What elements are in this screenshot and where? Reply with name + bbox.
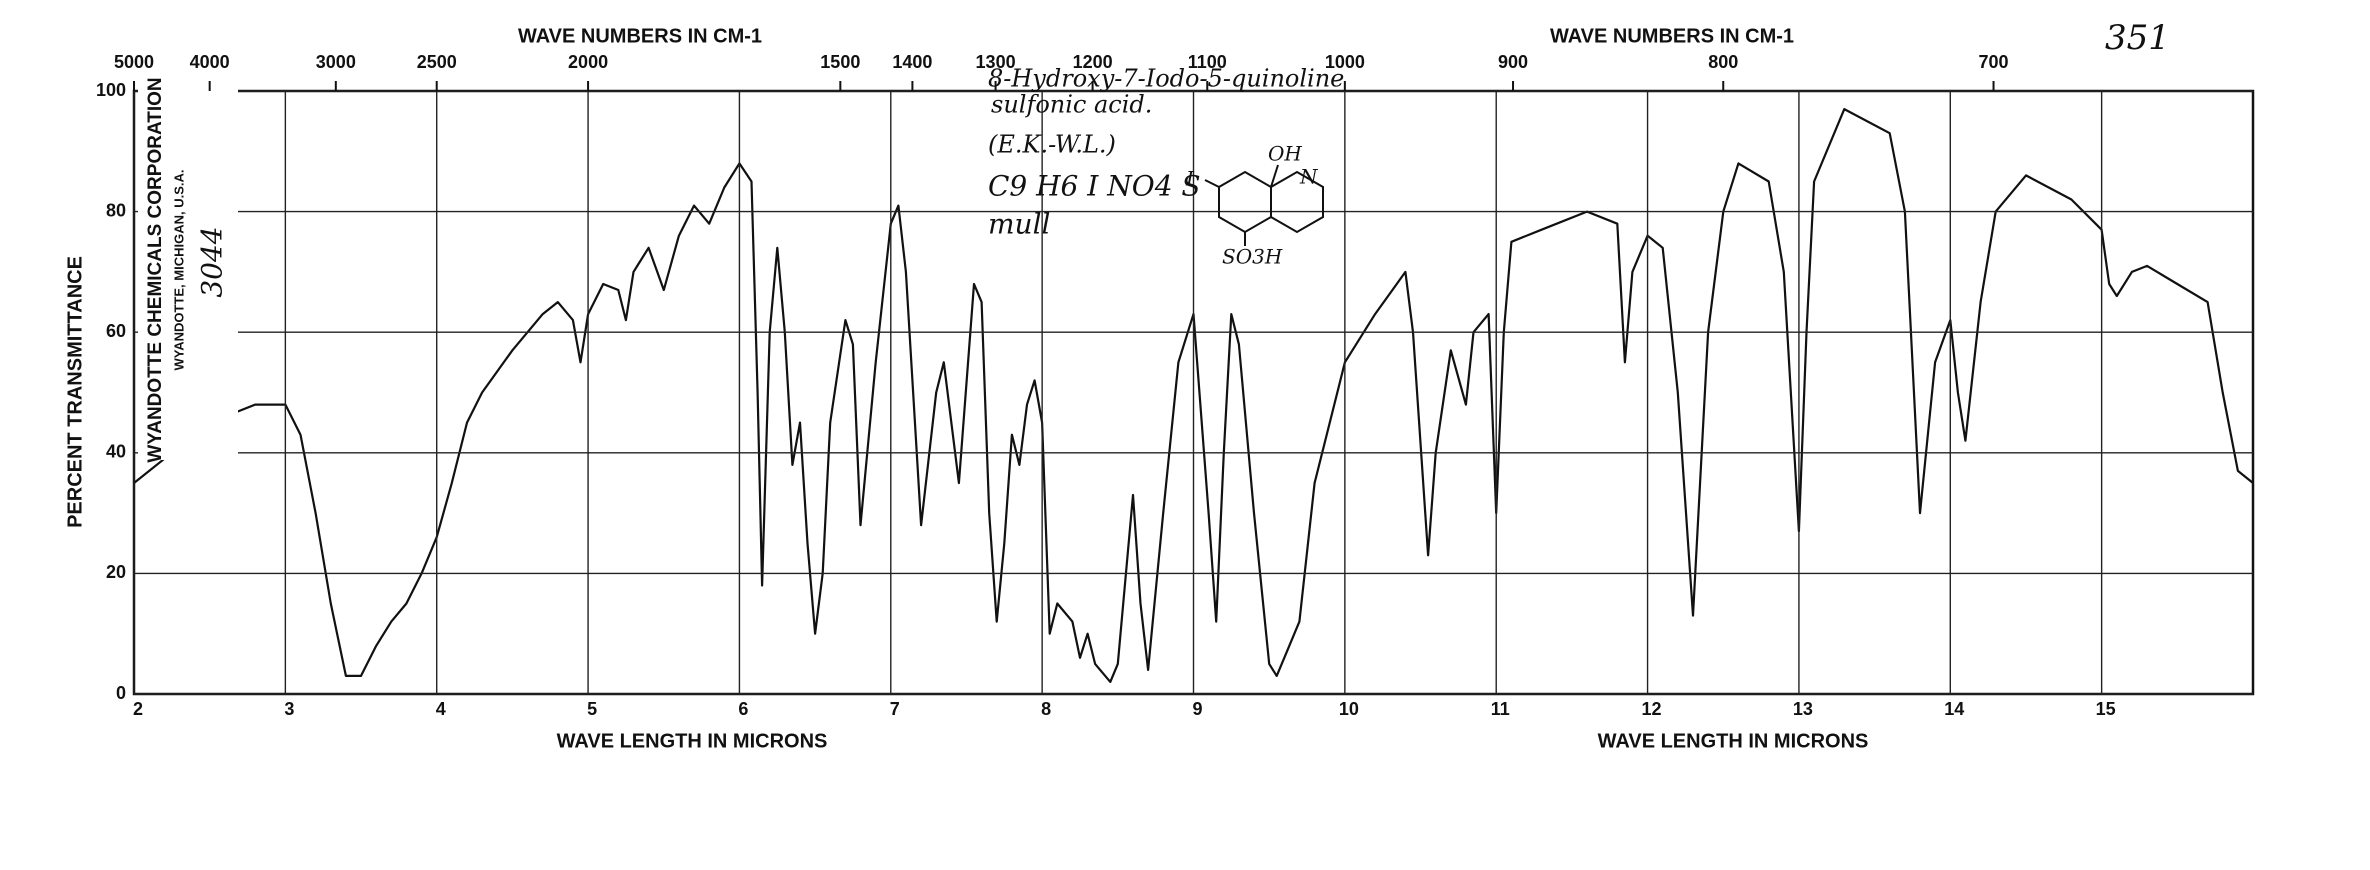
annotation-line: sulfonic acid. — [991, 91, 1152, 119]
x2-tick-label: 1500 — [820, 52, 860, 72]
x-tick-label: 12 — [1642, 699, 1662, 719]
company-address: WYANDOTTE, MICHIGAN, U.S.A. — [171, 169, 186, 370]
x2-tick-label: 2500 — [417, 52, 457, 72]
page-number: 351 — [2105, 18, 2170, 58]
company: WYANDOTTE CHEMICALS CORPORATION — [145, 77, 166, 462]
x-tick-label: 3 — [284, 699, 294, 719]
y-tick-label: 60 — [106, 321, 126, 341]
x-tick-label: 7 — [890, 699, 900, 719]
x-tick-label: 11 — [1491, 699, 1510, 719]
annotation-box — [980, 68, 1320, 268]
x-tick-label: 5 — [587, 699, 597, 719]
spectrum-line — [133, 108, 2254, 683]
x2-tick-label: 2000 — [568, 52, 608, 72]
x-axis-label: WAVE LENGTH IN MICRONS — [1598, 730, 1869, 752]
x-tick-label: 9 — [1192, 699, 1202, 719]
x-tick-label: 13 — [1793, 699, 1813, 719]
x2-tick-label: 4000 — [190, 52, 230, 72]
annotation-line: C9 H6 I NO4 S — [988, 170, 1201, 203]
x-tick-label: 4 — [436, 699, 446, 719]
x2-tick-label: 800 — [1708, 52, 1738, 72]
annotation-line: 8-Hydroxy-7-Iodo-5-quinoline — [988, 65, 1344, 93]
x2-tick-label: 5000 — [114, 52, 154, 72]
x2-axis-label: WAVE NUMBERS IN CM-1 — [518, 25, 762, 47]
y-tick-label: 0 — [116, 683, 126, 703]
structure-label: OH — [1268, 142, 1302, 166]
bond — [1204, 179, 1220, 188]
annotation-line: (E.K.-W.L.) — [988, 131, 1116, 159]
x-tick-label: 2 — [133, 699, 143, 719]
bond — [1270, 164, 1279, 188]
structure-label: SO3H — [1222, 245, 1283, 269]
x2-tick-label: 1300 — [976, 52, 1016, 72]
company-stamp: WYANDOTTE CHEMICALS CORPORATION WYANDOTT… — [138, 77, 238, 463]
x2-tick-label: 900 — [1498, 52, 1528, 72]
x2-axis-label: WAVE NUMBERS IN CM-1 — [1550, 25, 1794, 47]
y-tick-label: 40 — [106, 442, 126, 462]
stamp-background — [138, 80, 238, 460]
x2-tick-label: 700 — [1979, 52, 2009, 72]
x2-tick-label: 1000 — [1325, 52, 1365, 72]
x-tick-label: 8 — [1041, 699, 1051, 719]
x-tick-label: 10 — [1339, 699, 1359, 719]
y-tick-label: 80 — [106, 200, 126, 220]
annotation-line: mull — [988, 208, 1051, 241]
structure-label: N — [1299, 165, 1319, 189]
y-tick-label: 100 — [96, 80, 126, 100]
x2-tick-label: 1400 — [892, 52, 932, 72]
x2-tick-label: 1200 — [1073, 52, 1113, 72]
y-axis-label: PERCENT TRANSMITTANCE — [64, 256, 86, 528]
x-tick-label: 14 — [1944, 699, 1964, 719]
x-tick-label: 15 — [2096, 699, 2116, 719]
spectrum-number: 3044 — [196, 226, 229, 297]
y-tick-label: 20 — [106, 562, 126, 582]
structure — [1204, 164, 1324, 246]
x2-tick-label: 1100 — [1188, 52, 1227, 72]
x-tick-label: 6 — [738, 699, 748, 719]
x-axis-label: WAVE LENGTH IN MICRONS — [557, 730, 828, 752]
x2-tick-label: 3000 — [316, 52, 356, 72]
structure-label: I — [1185, 167, 1195, 191]
